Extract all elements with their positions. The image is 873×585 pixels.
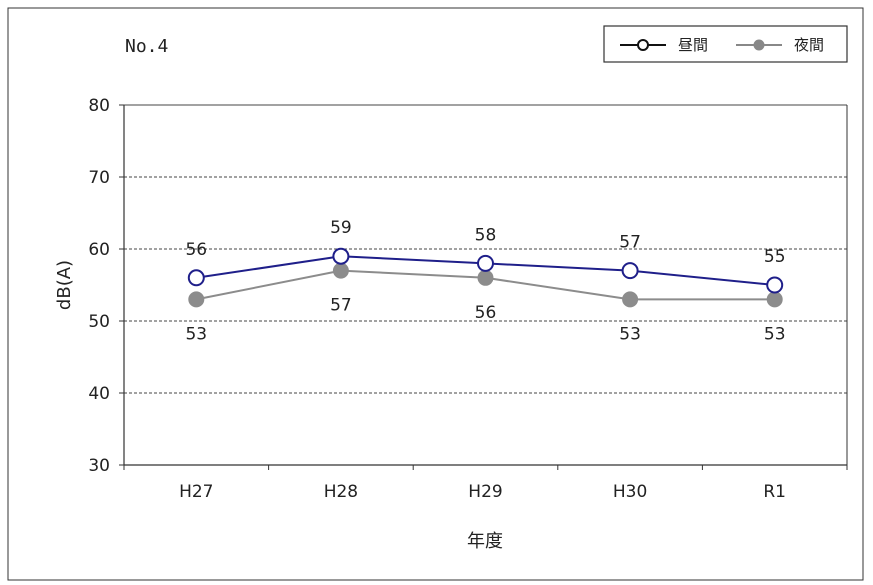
data-point-night: [188, 291, 205, 308]
chart-frame: [7, 7, 864, 581]
chart-title: No.4: [125, 36, 168, 57]
data-label-night: 57: [330, 296, 352, 316]
data-point-night: [477, 269, 494, 286]
x-tick-label: R1: [763, 482, 786, 502]
x-tick-label: H27: [179, 482, 213, 502]
data-label-daytime: 56: [185, 240, 207, 260]
data-label-daytime: 58: [475, 225, 497, 245]
legend-label-night: 夜間: [794, 36, 824, 54]
y-tick-label: 70: [88, 168, 110, 188]
x-tick-label: H28: [324, 482, 358, 502]
data-label-daytime: 55: [764, 247, 786, 267]
legend-marker-daytime: [637, 39, 649, 51]
y-tick-label: 60: [88, 240, 110, 260]
data-point-daytime: [621, 262, 639, 280]
x-tick-label: H29: [468, 482, 502, 502]
y-tick-label: 30: [88, 456, 110, 476]
data-labels: 56 59 58 57 55 53 57 56 53 53: [185, 218, 785, 344]
data-point-daytime: [187, 269, 205, 287]
series: [187, 247, 784, 308]
data-label-night: 53: [764, 324, 786, 344]
x-tick-label: H30: [613, 482, 647, 502]
data-label-daytime: 57: [619, 233, 641, 253]
data-label-daytime: 59: [330, 218, 352, 238]
x-axis-title: 年度: [467, 531, 503, 552]
data-point-night: [622, 291, 639, 308]
data-label-night: 56: [475, 303, 497, 323]
legend-label-daytime: 昼間: [678, 36, 708, 54]
x-tick-labels: H27 H28 H29 H30 R1: [179, 482, 786, 502]
y-tick-label: 80: [88, 96, 110, 116]
data-label-night: 53: [185, 324, 207, 344]
y-tick-label: 40: [88, 384, 110, 404]
data-point-night: [766, 291, 783, 308]
y-axis-title: dB(A): [54, 260, 75, 310]
legend: 昼間 夜間: [603, 25, 848, 63]
legend-marker-night: [753, 39, 765, 51]
gridlines: [124, 104, 847, 394]
y-tick-label: 50: [88, 312, 110, 332]
data-point-daytime: [766, 276, 784, 294]
data-label-night: 53: [619, 324, 641, 344]
y-tick-labels: 30 40 50 60 70 80: [88, 96, 110, 476]
data-point-night: [332, 262, 349, 279]
axes: [119, 104, 848, 470]
data-point-daytime: [332, 247, 350, 265]
data-point-daytime: [477, 254, 494, 272]
